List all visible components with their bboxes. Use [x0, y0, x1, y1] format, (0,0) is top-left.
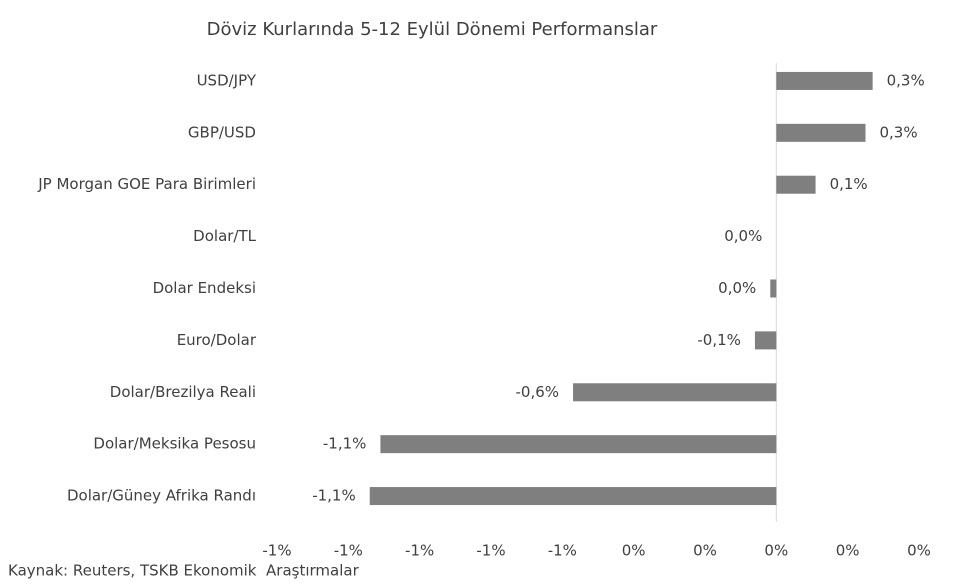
category-label: Dolar Endeksi [153, 279, 256, 297]
bar [776, 175, 816, 194]
x-tick-label: -1% [334, 542, 363, 560]
value-label: 0,0% [718, 279, 756, 297]
category-label: JP Morgan GOE Para Birimleri [37, 175, 256, 193]
x-tick-label: 0% [907, 542, 931, 560]
bar [369, 487, 777, 506]
bar [770, 279, 777, 298]
category-label: Euro/Dolar [177, 331, 257, 349]
x-tick-label: -1% [548, 542, 577, 560]
value-label: -1,1% [323, 435, 367, 453]
x-tick-label: 0% [764, 542, 788, 560]
value-label: 0,1% [830, 175, 868, 193]
value-label: -0,6% [516, 383, 560, 401]
x-tick-label: 0% [622, 542, 646, 560]
x-tick-label: -1% [262, 542, 291, 560]
category-label: USD/JPY [197, 71, 257, 89]
bar [380, 435, 777, 454]
value-label: 0,0% [724, 227, 762, 245]
category-label: Dolar/Meksika Pesosu [93, 435, 256, 453]
bar [573, 383, 777, 402]
x-tick-label: 0% [836, 542, 860, 560]
bar [776, 71, 873, 90]
chart-title: Döviz Kurlarında 5-12 Eylül Dönemi Perfo… [207, 19, 658, 40]
x-tick-label: 0% [693, 542, 717, 560]
x-tick-label: -1% [476, 542, 505, 560]
category-label: Dolar/Güney Afrika Randı [67, 487, 256, 505]
value-label: -0,1% [697, 331, 741, 349]
value-label: -1,1% [312, 487, 356, 505]
value-label: 0,3% [887, 71, 925, 89]
value-label: 0,3% [880, 123, 918, 141]
bar [754, 331, 777, 350]
source-note: Kaynak: Reuters, TSKB Ekonomik Araştırma… [8, 562, 360, 580]
bar [776, 123, 866, 142]
category-label: Dolar/Brezilya Reali [110, 383, 256, 401]
category-label: Dolar/TL [193, 227, 256, 245]
category-label: GBP/USD [188, 123, 256, 141]
x-tick-label: -1% [405, 542, 434, 560]
